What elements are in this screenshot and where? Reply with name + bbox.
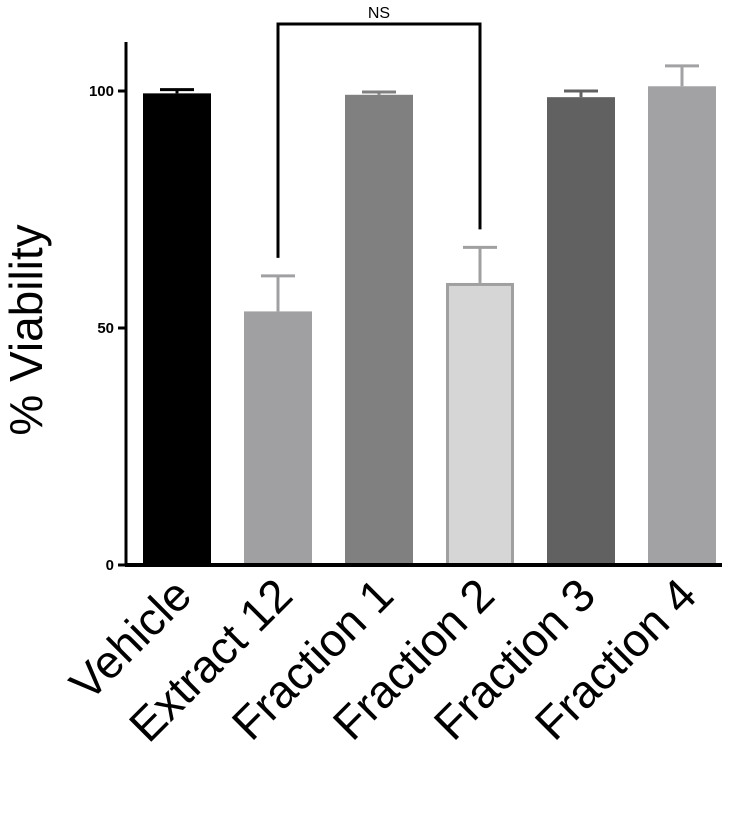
y-tick-label: 0 bbox=[106, 557, 114, 574]
bar-vehicle bbox=[143, 93, 211, 566]
bar-fraction-2 bbox=[446, 282, 514, 567]
significance-bracket bbox=[276, 22, 482, 258]
significance-label: NS bbox=[368, 5, 390, 22]
bar-fraction-3 bbox=[547, 97, 615, 566]
y-axis-label: % Viability bbox=[0, 224, 52, 435]
bar-fraction-1 bbox=[345, 94, 413, 566]
y-ticks: 0 50 100 bbox=[89, 83, 126, 574]
error-bars bbox=[160, 64, 699, 312]
axes bbox=[124, 42, 722, 567]
bars bbox=[143, 86, 716, 567]
y-tick-label: 50 bbox=[97, 320, 114, 337]
bar-fraction-4 bbox=[648, 86, 716, 565]
significance-annotations: NS bbox=[276, 5, 482, 258]
bar-extract-12 bbox=[244, 311, 312, 565]
y-tick-label: 100 bbox=[89, 83, 114, 100]
